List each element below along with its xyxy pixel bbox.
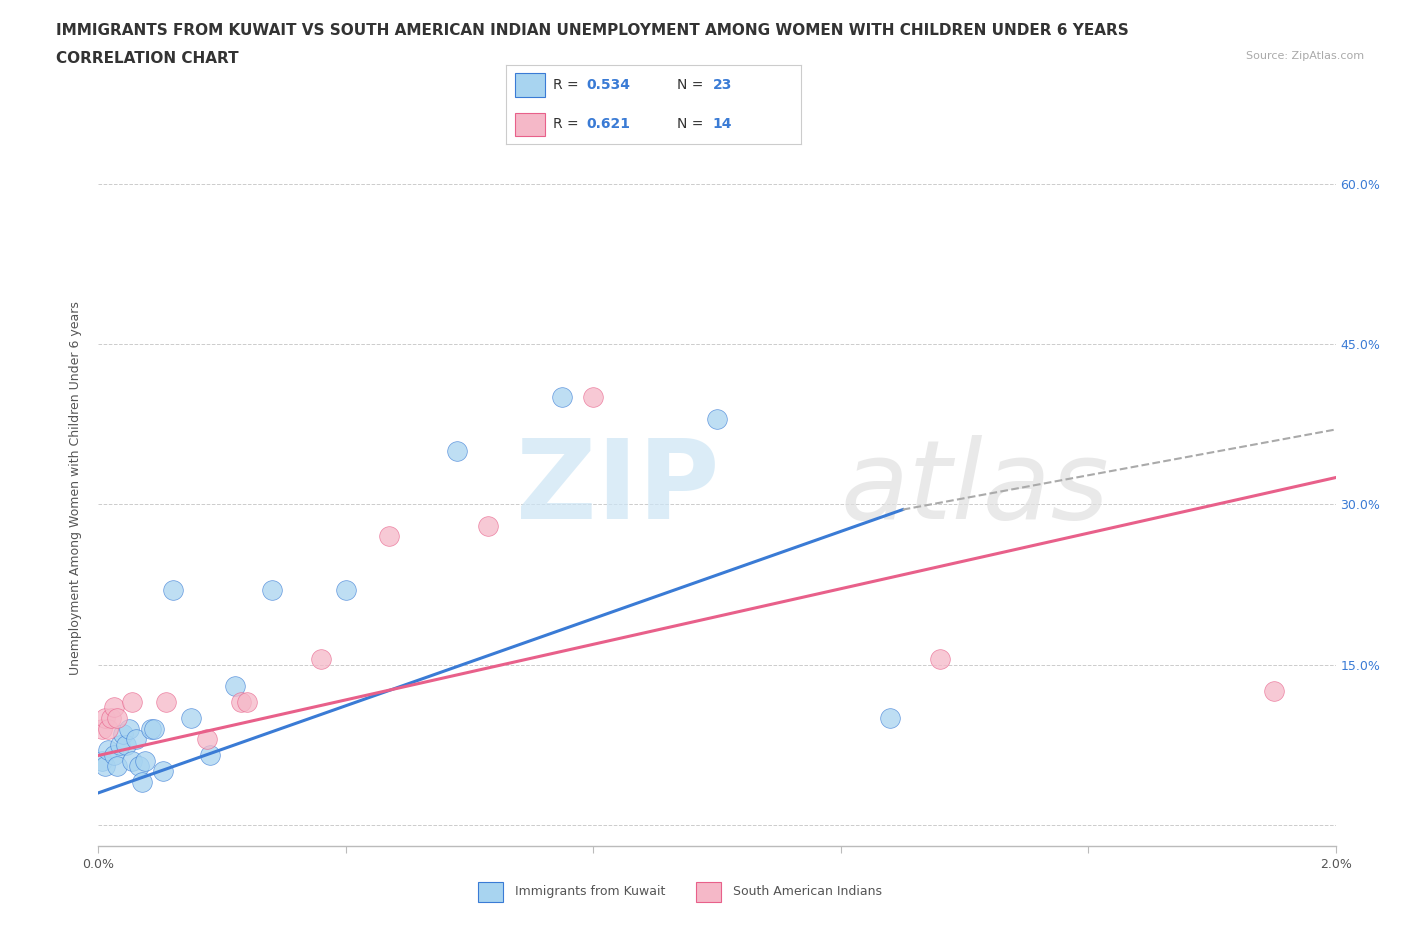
Point xyxy=(446,444,468,458)
Text: 23: 23 xyxy=(713,78,733,92)
Point xyxy=(139,722,162,737)
Text: CORRELATION CHART: CORRELATION CHART xyxy=(56,51,239,66)
Point xyxy=(143,722,166,737)
Point xyxy=(108,737,131,752)
Point xyxy=(551,390,574,405)
Text: South American Indians: South American Indians xyxy=(733,885,882,898)
Text: N =: N = xyxy=(678,117,709,131)
Point xyxy=(229,695,252,710)
Point xyxy=(180,711,202,725)
Text: IMMIGRANTS FROM KUWAIT VS SOUTH AMERICAN INDIAN UNEMPLOYMENT AMONG WOMEN WITH CH: IMMIGRANTS FROM KUWAIT VS SOUTH AMERICAN… xyxy=(56,23,1129,38)
Point xyxy=(309,652,332,667)
Text: 0.534: 0.534 xyxy=(586,78,630,92)
Point xyxy=(97,722,120,737)
Point xyxy=(121,695,143,710)
Point xyxy=(115,737,138,752)
Bar xyxy=(515,113,544,137)
Point xyxy=(134,753,156,768)
Text: N =: N = xyxy=(678,78,709,92)
Point xyxy=(162,582,184,597)
Point xyxy=(97,743,120,758)
Point xyxy=(93,711,115,725)
Point xyxy=(105,759,128,774)
Text: 0.621: 0.621 xyxy=(586,117,630,131)
Point xyxy=(128,759,150,774)
Point xyxy=(879,711,901,725)
Point xyxy=(378,529,401,544)
Point xyxy=(100,711,122,725)
Text: R =: R = xyxy=(554,117,583,131)
Text: 14: 14 xyxy=(713,117,733,131)
Point xyxy=(582,390,605,405)
Text: atlas: atlas xyxy=(841,434,1109,542)
Point xyxy=(195,732,218,747)
Point xyxy=(105,711,128,725)
Point xyxy=(121,753,143,768)
Point xyxy=(118,722,141,737)
Point xyxy=(335,582,357,597)
Text: R =: R = xyxy=(554,78,583,92)
Point xyxy=(103,700,125,715)
Point xyxy=(198,748,221,763)
Text: ZIP: ZIP xyxy=(516,434,720,542)
Bar xyxy=(515,73,544,97)
Point xyxy=(103,748,125,763)
Text: Source: ZipAtlas.com: Source: ZipAtlas.com xyxy=(1246,51,1364,61)
Point xyxy=(236,695,259,710)
Point xyxy=(93,759,115,774)
Point xyxy=(1263,684,1285,698)
Point xyxy=(124,732,146,747)
Point xyxy=(155,695,177,710)
Point xyxy=(131,775,153,790)
Point xyxy=(90,753,112,768)
Y-axis label: Unemployment Among Women with Children Under 6 years: Unemployment Among Women with Children U… xyxy=(69,301,83,675)
Point xyxy=(706,411,728,426)
Point xyxy=(224,679,246,694)
Text: Immigrants from Kuwait: Immigrants from Kuwait xyxy=(515,885,665,898)
Point xyxy=(477,518,499,533)
Point xyxy=(260,582,283,597)
Point xyxy=(112,726,135,741)
Point xyxy=(152,764,174,779)
Point xyxy=(928,652,950,667)
Point xyxy=(90,722,112,737)
